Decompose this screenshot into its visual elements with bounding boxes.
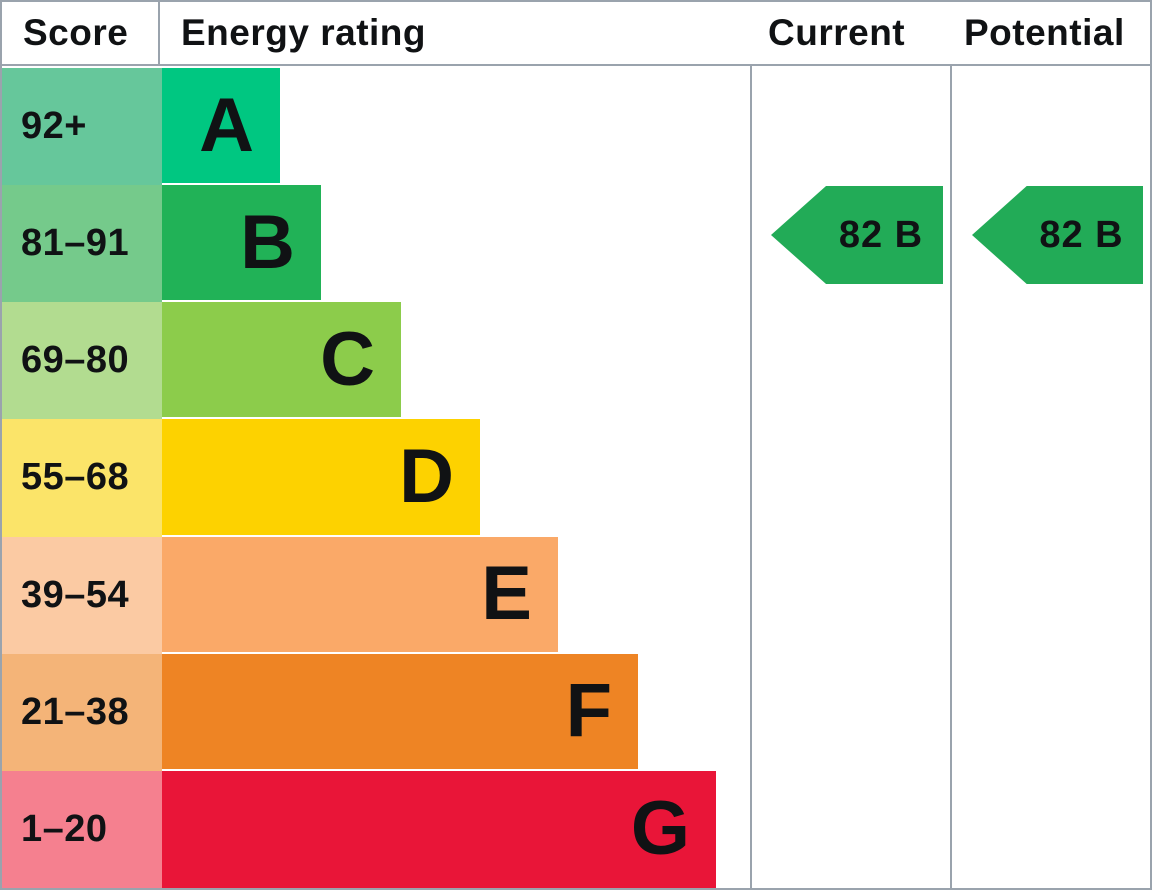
score-range-c: 69–80 [2,302,162,420]
rating-letter-f: F [565,668,612,754]
rating-letter-b: B [240,199,295,285]
header-energy-rating: Energy rating [181,12,426,53]
header-score: Score [2,2,160,64]
band-row-f: 21–38 F [2,653,750,771]
rating-bands: 92+ A 81–91 B 69–80 C 55–68 D 39–54 E 21… [2,68,750,888]
score-range-d: 55–68 [2,419,162,537]
rating-letter-c: C [320,316,375,402]
divider-potential-column [950,2,952,888]
rating-bar-e: E [162,536,558,654]
header-row: Score Energy rating Current Potential [2,2,1150,66]
rating-letter-e: E [481,551,532,637]
rating-bar-b: B [162,185,321,303]
band-row-a: 92+ A [2,68,750,186]
rating-bar-a: A [162,68,280,186]
potential-rating-label: 82 B [1039,213,1124,256]
potential-rating-arrow: 82 B [972,186,1143,284]
current-rating-label: 82 B [838,213,924,256]
rating-letter-g: G [630,786,690,872]
band-row-d: 55–68 D [2,419,750,537]
rating-letter-a: A [199,82,254,168]
rating-bar-g: G [162,770,716,888]
current-rating-arrow: 82 B [771,186,943,284]
score-range-g: 1–20 [2,770,162,888]
rating-bar-d: D [162,419,480,537]
header-current: Current [768,12,906,53]
rating-letter-d: D [399,433,454,519]
divider-current-column [750,2,752,888]
score-range-b: 81–91 [2,185,162,303]
band-row-b: 81–91 B [2,185,750,303]
score-range-a: 92+ [2,68,162,186]
score-range-e: 39–54 [2,536,162,654]
rating-bar-c: C [162,302,401,420]
band-row-e: 39–54 E [2,536,750,654]
rating-bar-f: F [162,653,638,771]
band-row-c: 69–80 C [2,302,750,420]
band-row-g: 1–20 G [2,770,750,888]
header-potential: Potential [964,12,1125,53]
score-range-f: 21–38 [2,653,162,771]
